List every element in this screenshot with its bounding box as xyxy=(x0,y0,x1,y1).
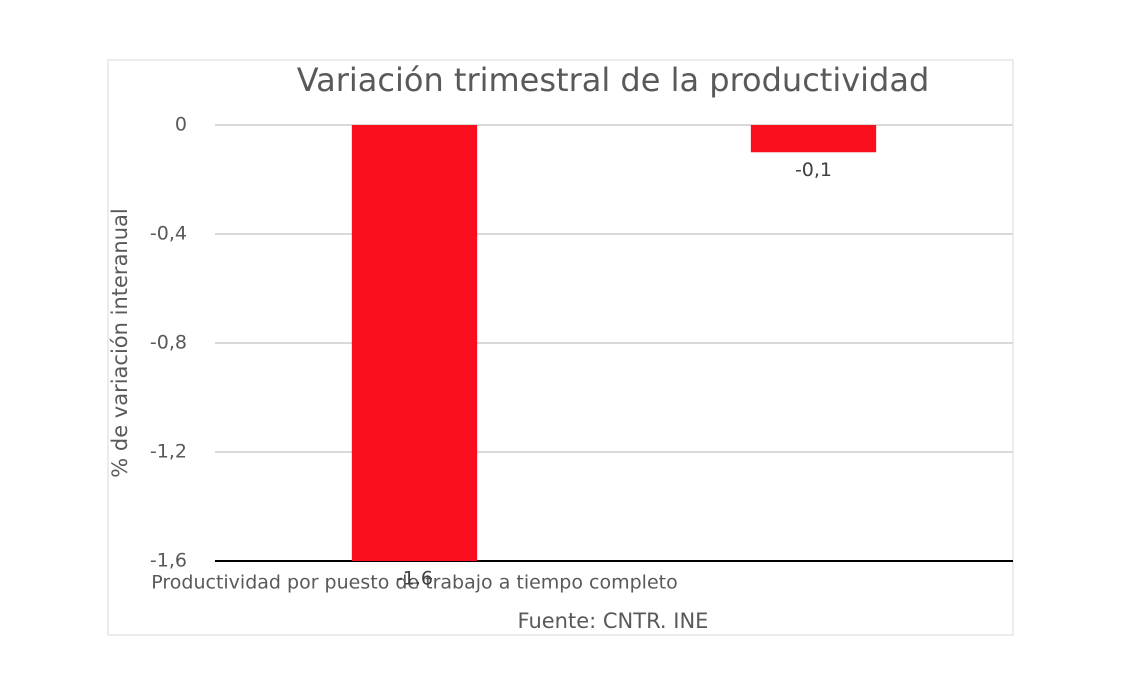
chart-frame xyxy=(107,59,1014,636)
bar xyxy=(750,125,877,153)
y-tick-label: 0 xyxy=(175,114,187,136)
chart-title: Variación trimestral de la productividad xyxy=(297,61,930,99)
y-tick-label: -0,8 xyxy=(150,332,187,354)
y-axis-title: % de variación interanual xyxy=(108,208,132,478)
value-label: -1,6 xyxy=(396,568,433,590)
x-axis-title: Fuente: CNTR. INE xyxy=(518,609,709,633)
y-tick-label: -1,2 xyxy=(150,441,187,463)
y-tick-label: -1,6 xyxy=(150,550,187,572)
x-tick-label: Productividad por puesto de trabajo a ti… xyxy=(151,572,677,594)
bar xyxy=(351,125,478,561)
y-tick-label: -0,4 xyxy=(150,223,187,245)
value-label: -0,1 xyxy=(795,159,832,181)
